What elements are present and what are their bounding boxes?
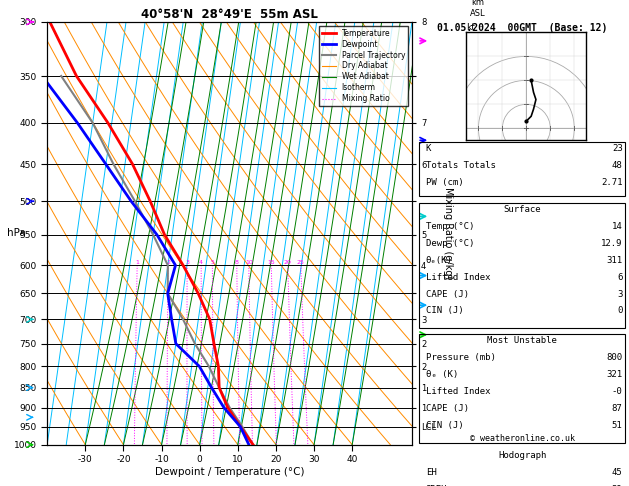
Text: 10: 10 [245,260,253,265]
Text: K: K [426,144,431,154]
Bar [420,142,625,196]
Text: 14: 14 [612,222,623,231]
Text: 321: 321 [606,370,623,379]
X-axis label: Dewpoint / Temperature (°C): Dewpoint / Temperature (°C) [155,467,304,477]
Text: 800: 800 [606,353,623,363]
Text: EH: EH [426,468,437,477]
Text: -0: -0 [612,387,623,396]
Text: 87: 87 [612,404,623,413]
Text: Totals Totals: Totals Totals [426,161,496,171]
Text: 45: 45 [612,468,623,477]
Text: 3: 3 [185,260,189,265]
Text: CAPE (J): CAPE (J) [426,404,469,413]
Text: km
ASL: km ASL [470,0,486,17]
Y-axis label: Mixing Ratio (g/kg): Mixing Ratio (g/kg) [443,187,453,279]
Text: Pressure (mb): Pressure (mb) [426,353,496,363]
Text: 12.9: 12.9 [601,239,623,248]
Text: © weatheronline.co.uk: © weatheronline.co.uk [470,434,574,443]
Text: 4: 4 [199,260,203,265]
Bar [420,203,625,328]
Text: Hodograph: Hodograph [498,451,546,460]
Text: Temp (°C): Temp (°C) [426,222,474,231]
Text: 51: 51 [612,421,623,430]
Text: 25: 25 [297,260,305,265]
Text: 3: 3 [617,290,623,298]
Text: Surface: Surface [503,205,541,214]
Text: 1: 1 [135,260,139,265]
Text: θₑ (K): θₑ (K) [426,370,458,379]
Text: 0: 0 [617,307,623,315]
Text: PW (cm): PW (cm) [426,178,464,187]
Text: 5: 5 [211,260,214,265]
Text: Lifted Index: Lifted Index [426,387,491,396]
Title: 40°58'N  28°49'E  55m ASL: 40°58'N 28°49'E 55m ASL [141,8,318,21]
Text: θₑ(K): θₑ(K) [426,256,453,265]
Text: 2: 2 [166,260,170,265]
Text: Most Unstable: Most Unstable [487,336,557,346]
Legend: Temperature, Dewpoint, Parcel Trajectory, Dry Adiabat, Wet Adiabat, Isotherm, Mi: Temperature, Dewpoint, Parcel Trajectory… [319,26,408,106]
Text: Dewp (°C): Dewp (°C) [426,239,474,248]
Text: 2.71: 2.71 [601,178,623,187]
Text: 20: 20 [284,260,292,265]
Text: 6: 6 [617,273,623,281]
Text: 311: 311 [606,256,623,265]
Text: 8: 8 [235,260,239,265]
Text: hPa: hPa [6,228,25,238]
Text: 39: 39 [612,485,623,486]
Text: 15: 15 [267,260,276,265]
Text: CIN (J): CIN (J) [426,421,464,430]
Bar [420,449,625,486]
Text: Lifted Index: Lifted Index [426,273,491,281]
Text: 48: 48 [612,161,623,171]
Bar [420,334,625,443]
Text: 01.05.2024  00GMT  (Base: 12): 01.05.2024 00GMT (Base: 12) [437,23,607,33]
Text: 23: 23 [612,144,623,154]
Text: CAPE (J): CAPE (J) [426,290,469,298]
Text: SREH: SREH [426,485,447,486]
Text: CIN (J): CIN (J) [426,307,464,315]
